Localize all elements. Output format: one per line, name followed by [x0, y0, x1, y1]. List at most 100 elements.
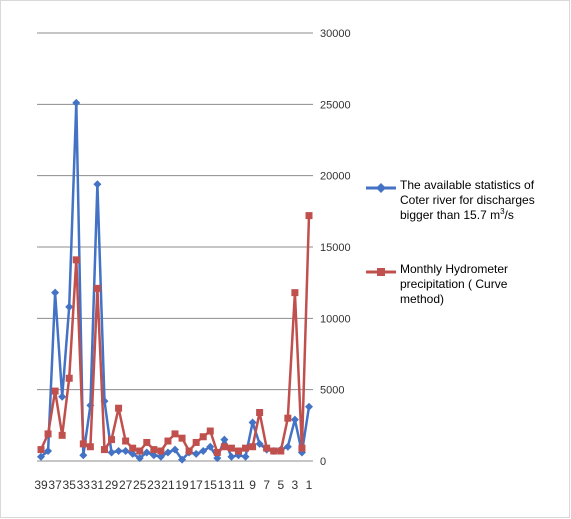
x-tick-label: 9 [249, 478, 256, 492]
x-tick-label: 39 [34, 478, 48, 492]
legend-item-hydrometer: Monthly Hydrometer precipitation ( Curve… [366, 262, 548, 307]
legend-label-hydrometer: Monthly Hydrometer precipitation ( Curve… [400, 262, 509, 306]
data-point [100, 446, 108, 454]
series-1 [37, 98, 313, 464]
data-point [135, 454, 144, 463]
data-point [305, 402, 313, 411]
data-point [220, 443, 228, 451]
x-tick-label: 5 [277, 478, 284, 492]
data-point [93, 180, 102, 189]
data-point [65, 374, 73, 382]
x-tick-label: 1 [306, 478, 313, 492]
x-tick-label: 11 [232, 478, 245, 492]
data-point [121, 447, 130, 456]
y-tick-label: 15000 [320, 242, 351, 254]
data-point [199, 447, 208, 456]
data-point [157, 447, 165, 455]
data-point [178, 434, 186, 442]
data-point [150, 446, 158, 454]
data-point [213, 448, 221, 456]
data-point [284, 414, 292, 422]
data-point [129, 444, 137, 452]
data-point [178, 455, 187, 464]
data-point [305, 212, 313, 220]
gridlines [37, 32, 313, 391]
x-tick-label: 25 [133, 478, 147, 492]
data-point [213, 454, 222, 463]
data-point [107, 448, 116, 457]
y-tick-label: 5000 [320, 385, 344, 397]
y-tick-label: 10000 [320, 313, 351, 325]
data-point [51, 387, 59, 395]
data-point [192, 438, 200, 446]
data-point [108, 436, 116, 444]
data-point [143, 438, 151, 446]
data-point [256, 408, 264, 416]
x-tick-label: 33 [77, 478, 91, 492]
data-point [220, 435, 229, 444]
x-tick-label: 21 [161, 478, 175, 492]
data-point [291, 289, 299, 297]
series-2 [37, 212, 313, 456]
data-point [171, 445, 179, 454]
legend-item-coter: The available statistics of Coter river … [366, 178, 548, 223]
x-tick-label: 15 [204, 478, 218, 492]
data-point [128, 449, 137, 458]
data-point [270, 447, 278, 455]
y-tick-label: 30000 [320, 28, 351, 40]
data-point [37, 446, 45, 454]
data-point [199, 433, 207, 441]
data-point [142, 448, 151, 457]
data-point [283, 442, 292, 451]
x-axis-tick-labels: 39 37 35 33 31 29 27 25 23 21 19 17 15 13 11 9 7 5 3 1 [34, 478, 312, 492]
data-point [122, 437, 130, 445]
data-point [277, 447, 285, 455]
data-point [290, 415, 299, 424]
legend-swatch-hydrometer [366, 268, 396, 276]
y-tick-label: 0 [320, 456, 326, 468]
data-point [163, 448, 172, 457]
data-point [298, 444, 306, 452]
x-tick-label: 13 [218, 478, 232, 492]
data-point [171, 430, 179, 438]
data-point [86, 443, 94, 451]
data-point [149, 451, 158, 460]
y-tick-label: 20000 [320, 171, 351, 183]
data-point [58, 431, 66, 439]
x-tick-label: 3 [292, 478, 299, 492]
data-point [79, 440, 87, 448]
data-point [249, 443, 257, 451]
data-point [72, 98, 81, 107]
data-point [227, 444, 235, 452]
data-point [242, 444, 250, 452]
data-point [227, 452, 236, 461]
x-tick-label: 19 [175, 478, 189, 492]
data-point [44, 447, 53, 456]
data-point [206, 442, 215, 451]
x-tick-label: 31 [91, 478, 105, 492]
data-point [65, 302, 74, 311]
data-point [93, 284, 101, 292]
x-tick-label: 37 [48, 478, 62, 492]
data-point [156, 452, 165, 461]
x-tick-label: 17 [189, 478, 203, 492]
data-point [136, 447, 144, 455]
data-point [248, 418, 257, 427]
x-tick-label: 35 [63, 478, 77, 492]
data-point [114, 447, 123, 456]
x-tick-label: 29 [105, 478, 119, 492]
series-layer [37, 98, 313, 464]
x-tick-label: 27 [119, 478, 133, 492]
data-point [58, 392, 67, 401]
y-tick-label: 25000 [320, 99, 351, 111]
x-tick-label: 23 [147, 478, 161, 492]
data-point [164, 437, 172, 445]
y-axis-tick-labels: 0 5000 10000 15000 20000 25000 30000 [320, 28, 351, 468]
legend-swatch-coter [366, 183, 396, 193]
data-point [255, 439, 264, 448]
legend-label-coter: The available statistics of Coter river … [400, 178, 535, 222]
data-point [241, 452, 250, 461]
data-point [37, 452, 45, 461]
